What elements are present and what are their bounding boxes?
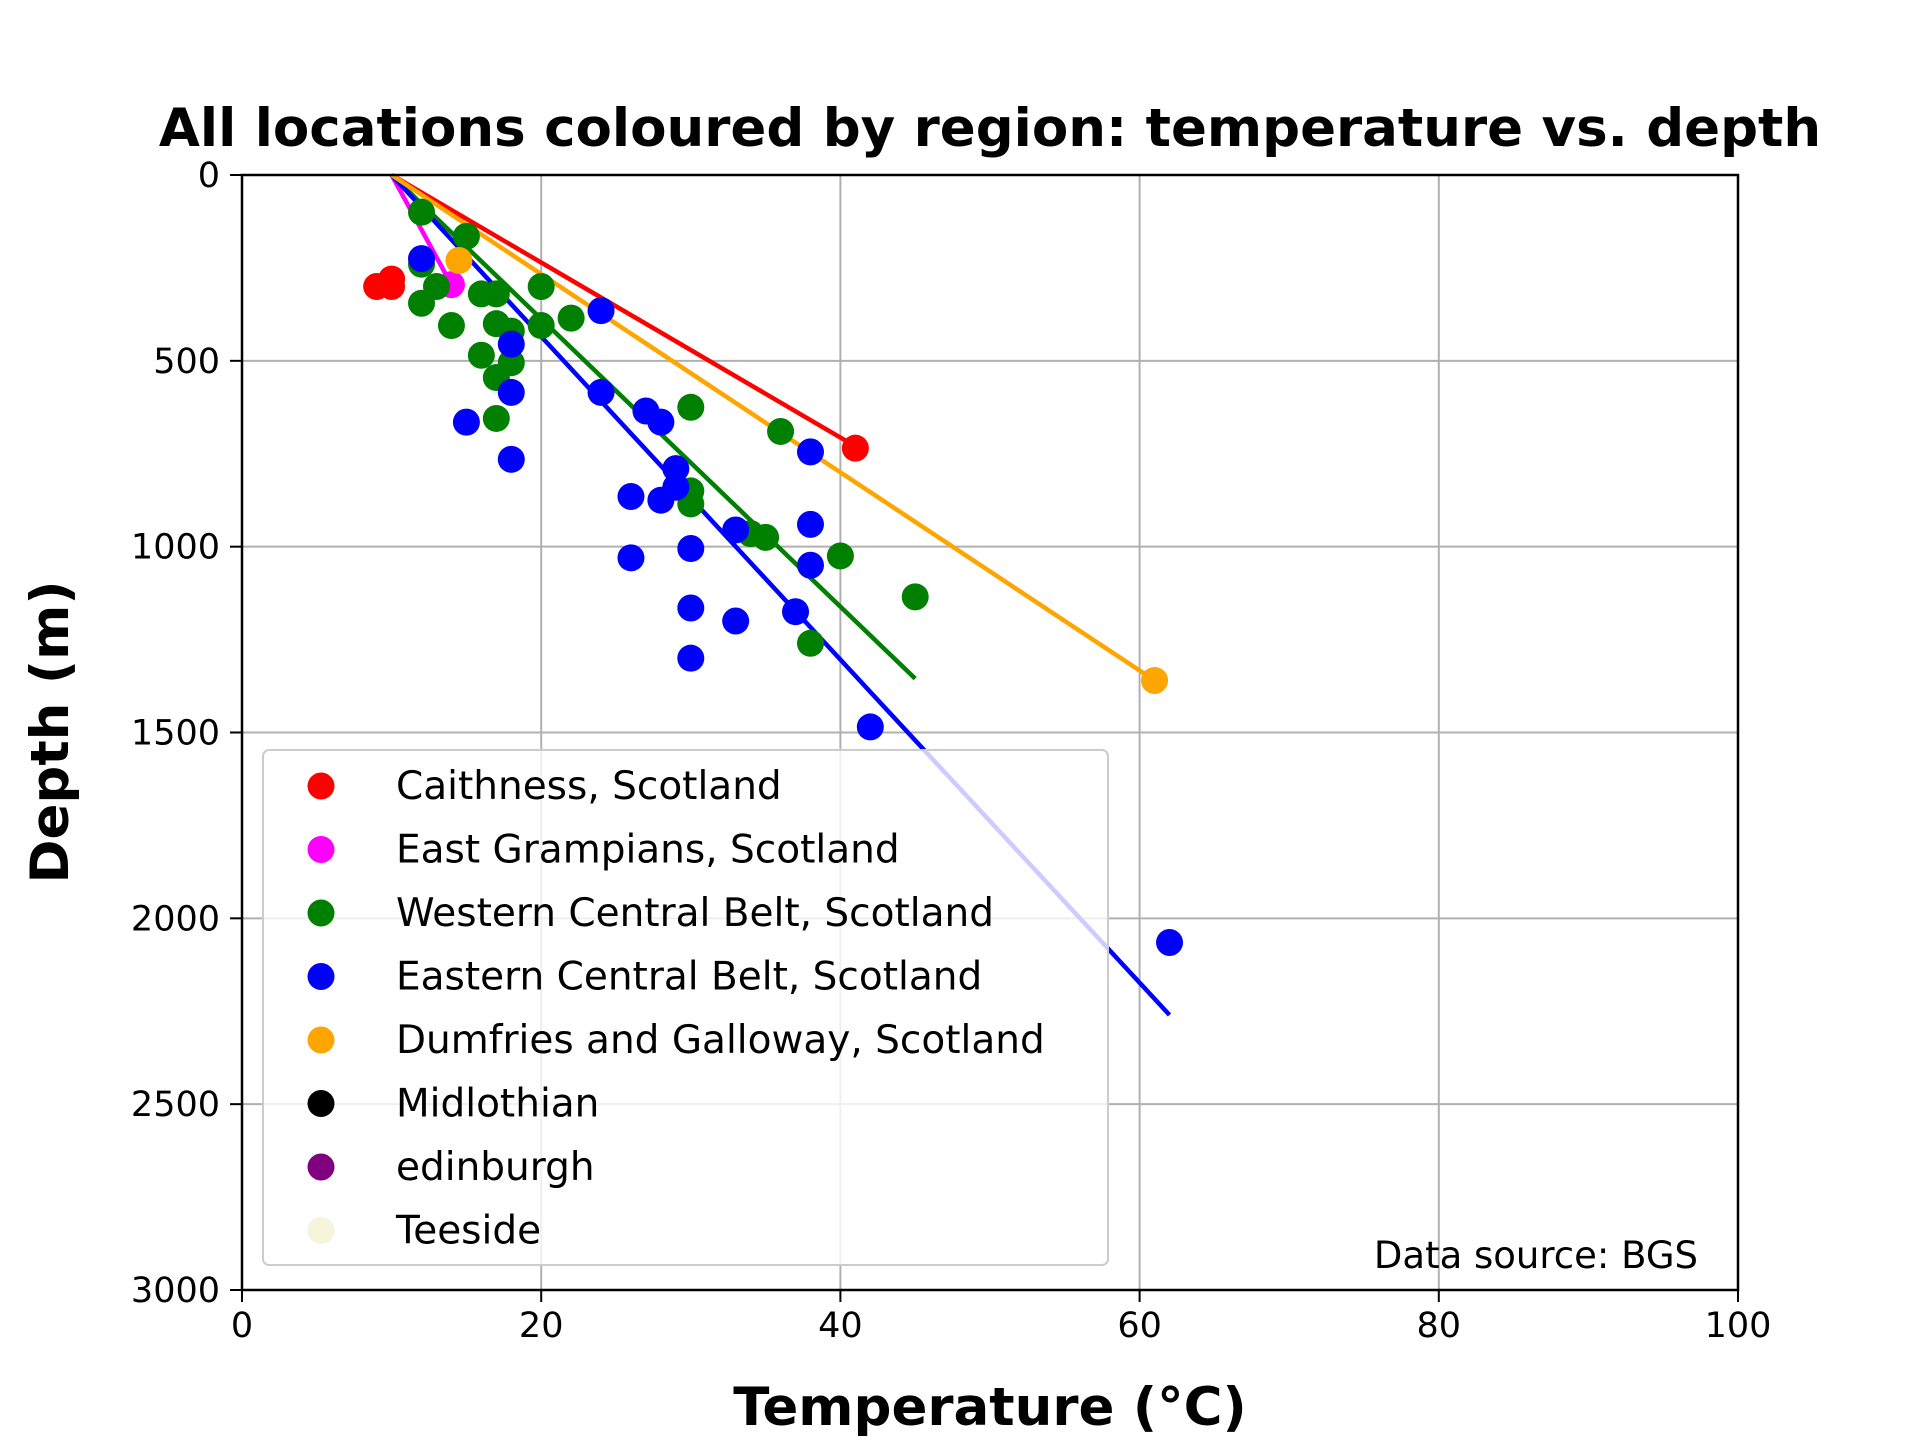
data-point <box>796 629 824 657</box>
legend-marker <box>307 1090 335 1117</box>
x-tick-label: 40 <box>818 1306 863 1346</box>
data-point <box>856 713 884 741</box>
legend-marker <box>307 1026 335 1054</box>
data-point <box>901 583 929 611</box>
legend-label: Dumfries and Galloway, Scotland <box>396 1018 1045 1063</box>
data-points <box>363 198 1184 956</box>
data-point <box>617 544 645 572</box>
x-axis-label: Temperature (°C) <box>733 1377 1247 1438</box>
data-point <box>796 438 824 466</box>
chart-title: All locations coloured by region: temper… <box>159 98 1821 159</box>
legend-marker <box>307 1153 335 1181</box>
trend-line <box>389 173 454 286</box>
data-point <box>437 312 465 340</box>
legend-label: Caithness, Scotland <box>396 764 782 809</box>
data-point <box>662 455 690 483</box>
data-point <box>826 542 854 570</box>
data-point <box>422 273 450 300</box>
data-point <box>527 312 555 340</box>
data-point <box>796 510 824 538</box>
legend-box <box>262 749 1109 1266</box>
y-tick-label: 0 <box>198 156 220 196</box>
legend-marker <box>307 963 335 990</box>
data-point <box>1156 928 1184 956</box>
y-tick-label: 500 <box>153 342 220 382</box>
data-point <box>452 222 480 250</box>
legend: Caithness, Scotland East Grampians, Scotl… <box>262 749 1109 1266</box>
data-point <box>452 408 480 436</box>
legend-label: edinburgh <box>396 1145 595 1190</box>
data-point <box>677 644 705 672</box>
y-axis-label: Depth (m) <box>20 580 81 883</box>
data-point <box>482 404 510 432</box>
data-point <box>587 378 615 406</box>
data-point <box>722 516 750 544</box>
data-point <box>497 349 525 377</box>
legend-marker <box>307 1217 335 1244</box>
data-point <box>796 551 824 579</box>
data-point <box>497 378 525 406</box>
data-point <box>677 594 705 622</box>
x-tick-label: 0 <box>231 1306 253 1346</box>
legend-marker <box>307 899 335 927</box>
data-point <box>617 482 645 510</box>
data-point <box>467 341 495 369</box>
trend-line <box>390 173 857 449</box>
data-point <box>722 607 750 635</box>
data-point <box>408 198 436 226</box>
x-tick-label: 80 <box>1417 1306 1462 1346</box>
x-tick-label: 100 <box>1705 1306 1772 1346</box>
data-point <box>677 393 705 421</box>
y-tick-label: 1000 <box>131 528 220 568</box>
legend-marker <box>307 836 335 863</box>
data-point <box>752 523 780 551</box>
data-point <box>841 434 869 462</box>
x-tick-label: 20 <box>519 1306 564 1346</box>
y-tick-label: 2500 <box>131 1085 220 1125</box>
data-point <box>767 417 795 445</box>
data-point <box>557 304 585 332</box>
data-point <box>662 473 690 501</box>
data-point <box>445 246 473 274</box>
legend-marker <box>307 772 335 800</box>
data-point <box>587 297 615 325</box>
data-source-annotation: Data source: BGS <box>1374 1234 1698 1277</box>
data-point <box>482 280 510 308</box>
data-point <box>1141 666 1169 694</box>
legend-label: Eastern Central Belt, Scotland <box>396 955 982 1000</box>
legend-label: Western Central Belt, Scotland <box>396 891 994 936</box>
data-point <box>677 535 705 563</box>
legend-label: Midlothian <box>396 1082 599 1127</box>
y-tick-label: 1500 <box>131 714 220 754</box>
y-tick-label: 2000 <box>131 899 220 939</box>
data-point <box>497 330 525 358</box>
legend-label: East Grampians, Scotland <box>396 828 900 873</box>
data-point <box>378 273 406 300</box>
y-tick-label: 3000 <box>131 1271 220 1311</box>
x-tick-label: 60 <box>1117 1306 1162 1346</box>
legend-label: Teeside <box>395 1209 541 1254</box>
data-point <box>408 245 436 273</box>
data-point <box>497 445 525 473</box>
data-point <box>782 598 810 626</box>
data-point <box>527 273 555 300</box>
data-point <box>647 408 675 436</box>
